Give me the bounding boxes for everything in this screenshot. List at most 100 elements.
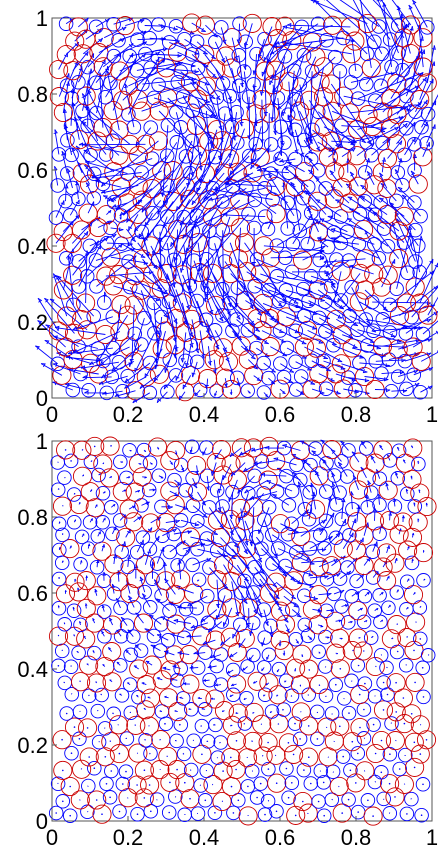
particle (58, 16, 74, 31)
displacement-arrow (309, 575, 329, 579)
particle (79, 174, 100, 194)
displacement-arrowhead (127, 682, 130, 685)
particle (350, 263, 370, 283)
particle (348, 601, 368, 621)
particle (270, 90, 286, 106)
displacement-arrow (164, 344, 176, 373)
particle (259, 583, 279, 603)
particle (269, 269, 285, 284)
particle (331, 261, 351, 281)
displacement-arrowhead (194, 50, 199, 55)
displacement-arrow (272, 41, 313, 93)
displacement-arrowhead (265, 445, 270, 450)
particle (399, 381, 414, 397)
particle (187, 89, 208, 109)
displacement-arrow (347, 557, 358, 568)
displacement-arrowhead (147, 527, 153, 533)
particle (106, 706, 121, 722)
displacement-arrowhead (282, 653, 286, 656)
displacement-arrowhead (272, 582, 277, 588)
displacement-arrow (82, 68, 92, 111)
displacement-arrow (382, 122, 408, 144)
particle (114, 688, 130, 703)
displacement-arrowhead (63, 622, 66, 624)
displacement-arrowhead (398, 115, 404, 120)
displacement-arrow (128, 505, 136, 510)
particle (184, 439, 200, 454)
displacement-arrow (220, 537, 250, 569)
displacement-arrowhead (163, 384, 169, 390)
displacement-arrow (268, 377, 276, 385)
displacement-arrowhead (323, 355, 328, 360)
particle (175, 89, 191, 104)
displacement-arrowhead (331, 482, 336, 487)
displacement-arrowhead (219, 75, 225, 81)
displacement-arrow (150, 245, 170, 281)
particle (220, 207, 240, 227)
displacement-dot (413, 741, 416, 744)
displacement-arrowhead (273, 457, 279, 462)
displacement-arrowhead (402, 324, 408, 329)
displacement-arrowhead (266, 480, 272, 485)
displacement-arrowhead (174, 710, 177, 712)
displacement-arrowhead (255, 327, 260, 332)
displacement-dot (222, 770, 224, 772)
displacement-arrow (87, 44, 109, 68)
displacement-arrow (181, 201, 223, 266)
displacement-arrow (129, 286, 161, 335)
displacement-arrowhead (252, 711, 254, 714)
particle (241, 206, 256, 222)
displacement-arrow (366, 171, 375, 186)
displacement-arrowhead (395, 558, 398, 561)
displacement-arrowhead (280, 140, 285, 146)
displacement-arrowhead (139, 384, 145, 389)
displacement-dot (410, 713, 413, 715)
displacement-arrowhead (221, 710, 224, 712)
particle (332, 485, 347, 500)
displacement-arrowhead (149, 614, 154, 619)
displacement-arrowhead (189, 171, 195, 177)
displacement-arrow (229, 112, 238, 159)
displacement-arrowhead (168, 505, 173, 510)
displacement-arrowhead (183, 320, 188, 326)
displacement-arrowhead (230, 471, 236, 477)
displacement-dot (73, 726, 76, 728)
displacement-arrowhead (250, 148, 255, 153)
displacement-arrowhead (215, 615, 220, 620)
displacement-arrowhead (71, 102, 76, 107)
displacement-arrow (169, 41, 199, 55)
displacement-dot (230, 785, 233, 788)
particle (99, 776, 114, 792)
particle (160, 178, 175, 193)
displacement-arrowhead (139, 463, 142, 465)
particle (413, 147, 433, 167)
particle (187, 455, 207, 475)
particle (385, 553, 405, 573)
displacement-arrow (52, 363, 81, 375)
displacement-arrowhead (276, 694, 278, 697)
displacement-arrowhead (219, 316, 224, 322)
displacement-arrowhead (376, 0, 381, 2)
displacement-arrowhead (366, 591, 370, 595)
displacement-arrow (152, 216, 168, 256)
displacement-arrow (348, 518, 356, 536)
particle (292, 223, 308, 238)
particle (377, 148, 398, 169)
particle (181, 72, 201, 92)
displacement-arrowhead (325, 315, 330, 320)
displacement-arrow (324, 301, 359, 327)
displacement-arrowhead (179, 220, 185, 226)
displacement-arrowhead (71, 88, 76, 94)
displacement-arrowhead (90, 53, 95, 59)
displacement-arrow (189, 285, 210, 334)
particle (173, 64, 188, 79)
particle (410, 744, 430, 764)
particle (389, 249, 409, 269)
particle (292, 731, 308, 747)
displacement-arrowhead (111, 367, 117, 372)
displacement-arrow (106, 71, 120, 131)
displacement-arrowhead (159, 248, 164, 254)
displacement-arrow (127, 554, 130, 567)
particle (377, 543, 397, 563)
